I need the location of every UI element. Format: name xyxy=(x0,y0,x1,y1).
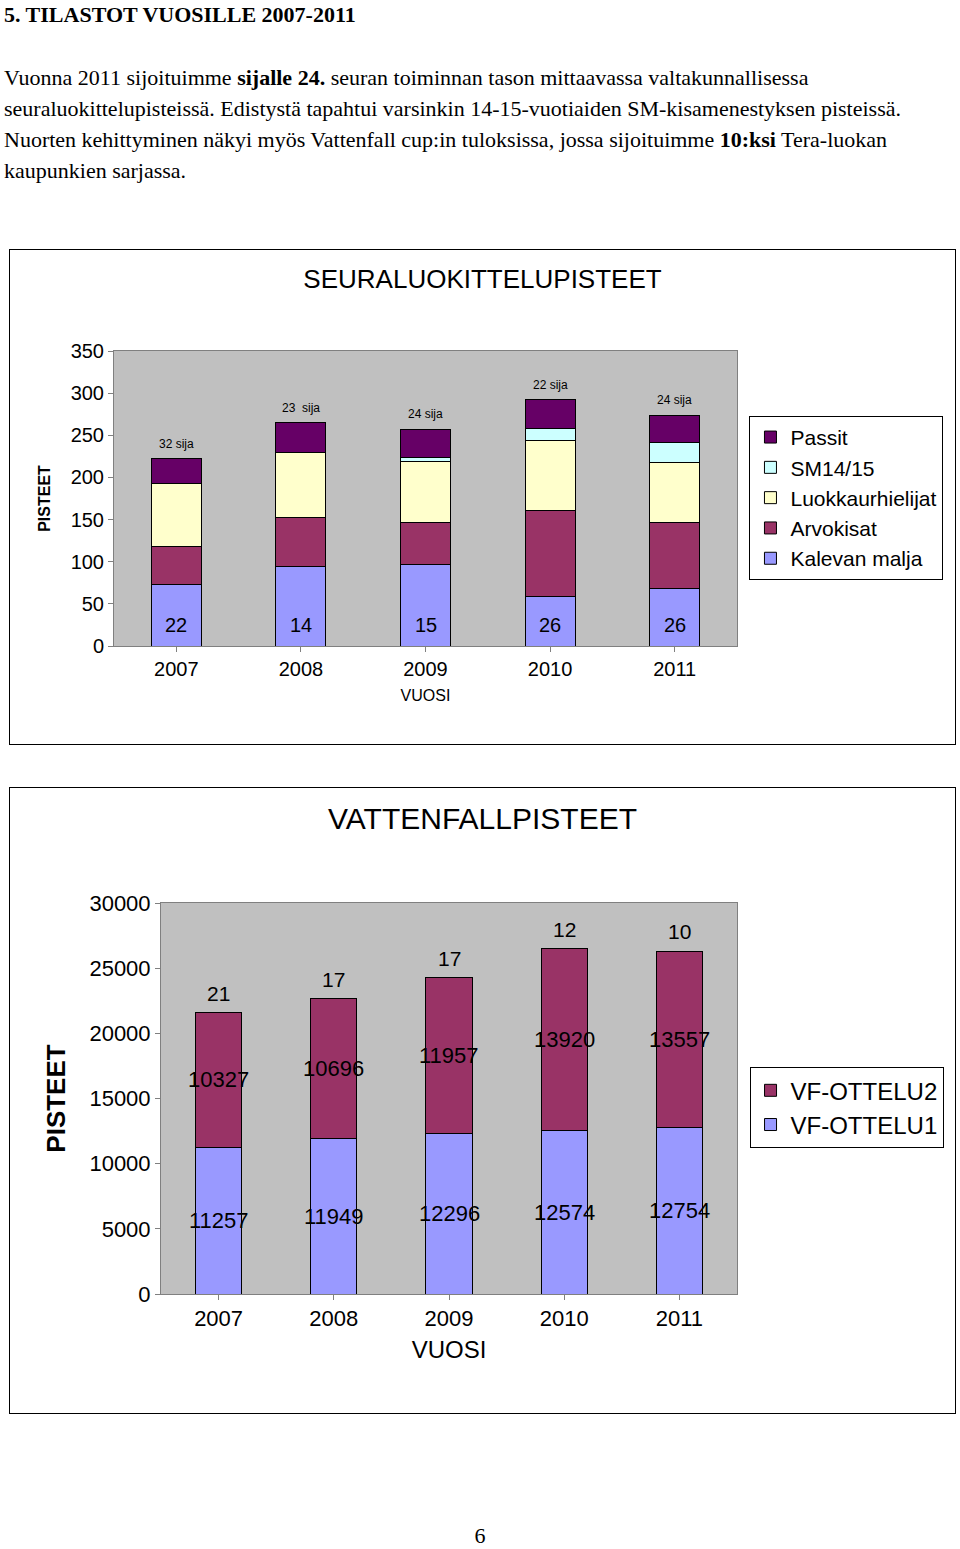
svg-text:150: 150 xyxy=(71,509,104,531)
svg-text:PISTEET: PISTEET xyxy=(36,465,53,532)
svg-text:2009: 2009 xyxy=(425,1306,474,1331)
svg-text:26: 26 xyxy=(664,614,686,636)
svg-text:350: 350 xyxy=(71,340,104,362)
svg-text:11257: 11257 xyxy=(189,1208,249,1233)
svg-text:12296: 12296 xyxy=(419,1201,480,1226)
svg-text:22 sija: 22 sija xyxy=(533,378,568,392)
svg-text:VF-OTTELU1: VF-OTTELU1 xyxy=(791,1112,938,1139)
svg-text:15: 15 xyxy=(415,614,437,636)
svg-text:VUOSI: VUOSI xyxy=(401,687,451,704)
svg-text:17: 17 xyxy=(322,968,345,991)
svg-text:Passit: Passit xyxy=(790,426,847,449)
svg-text:10327: 10327 xyxy=(188,1067,249,1092)
svg-text:14: 14 xyxy=(290,614,312,636)
svg-text:11949: 11949 xyxy=(304,1204,364,1229)
svg-text:12: 12 xyxy=(553,918,576,941)
svg-text:0: 0 xyxy=(138,1282,150,1307)
html-text:Vuonna 2011 sijoituimme sijall: Vuonna 2011 sijoituimme sijalle 24. seur… xyxy=(4,65,901,183)
svg-text:VF-OTTELU2: VF-OTTELU2 xyxy=(791,1078,938,1105)
svg-text:22: 22 xyxy=(165,614,187,636)
svg-text:VUOSI: VUOSI xyxy=(412,1336,487,1363)
svg-text:SEURALUOKITTELUPISTEET: SEURALUOKITTELUPISTEET xyxy=(303,264,661,294)
svg-text:24 sija: 24 sija xyxy=(408,407,443,421)
svg-text:VATTENFALLPISTEET: VATTENFALLPISTEET xyxy=(328,802,637,835)
svg-text:10: 10 xyxy=(668,920,691,943)
svg-text:2010: 2010 xyxy=(528,658,573,680)
svg-text:2010: 2010 xyxy=(540,1306,589,1331)
svg-text:24 sija: 24 sija xyxy=(657,393,692,407)
svg-text:13920: 13920 xyxy=(534,1027,595,1052)
svg-text:2011: 2011 xyxy=(656,1306,703,1331)
svg-text:0: 0 xyxy=(93,635,104,657)
svg-text:SM14/15: SM14/15 xyxy=(790,457,874,480)
svg-text:12754: 12754 xyxy=(649,1198,710,1223)
svg-text:25000: 25000 xyxy=(89,956,150,981)
svg-text:300: 300 xyxy=(71,382,104,404)
svg-text:2009: 2009 xyxy=(403,658,448,680)
svg-text:12574: 12574 xyxy=(534,1200,595,1225)
svg-text:Kalevan malja: Kalevan malja xyxy=(790,547,922,570)
svg-text:5000: 5000 xyxy=(102,1217,151,1242)
html-text:5. TILASTOT VUOSILLE 2007-2011: 5. TILASTOT VUOSILLE 2007-2011 xyxy=(4,2,356,27)
svg-text:200: 200 xyxy=(71,466,104,488)
svg-text:23 sija: 23 sija xyxy=(282,401,320,415)
svg-text:11957: 11957 xyxy=(419,1043,479,1068)
svg-text:30000: 30000 xyxy=(89,891,150,916)
svg-text:Arvokisat: Arvokisat xyxy=(790,517,877,540)
svg-text:50: 50 xyxy=(82,593,104,615)
svg-text:Luokkaurhielijat: Luokkaurhielijat xyxy=(790,487,936,510)
svg-text:21: 21 xyxy=(207,982,230,1005)
svg-text:2008: 2008 xyxy=(309,1306,358,1331)
svg-text:2007: 2007 xyxy=(194,1306,243,1331)
svg-text:13557: 13557 xyxy=(649,1027,710,1052)
svg-text:2007: 2007 xyxy=(154,658,199,680)
svg-text:17: 17 xyxy=(438,947,461,970)
svg-text:32 sija: 32 sija xyxy=(159,437,194,451)
svg-text:26: 26 xyxy=(539,614,561,636)
svg-text:20000: 20000 xyxy=(89,1021,150,1046)
svg-text:PISTEET: PISTEET xyxy=(41,1044,71,1152)
svg-text:2008: 2008 xyxy=(279,658,324,680)
svg-text:10000: 10000 xyxy=(89,1151,150,1176)
svg-text:2011: 2011 xyxy=(653,658,696,680)
svg-text:10696: 10696 xyxy=(303,1056,364,1081)
svg-text:250: 250 xyxy=(71,424,104,446)
svg-text:100: 100 xyxy=(71,551,104,573)
html-text:6: 6 xyxy=(474,1523,486,1548)
svg-text:15000: 15000 xyxy=(89,1086,150,1111)
